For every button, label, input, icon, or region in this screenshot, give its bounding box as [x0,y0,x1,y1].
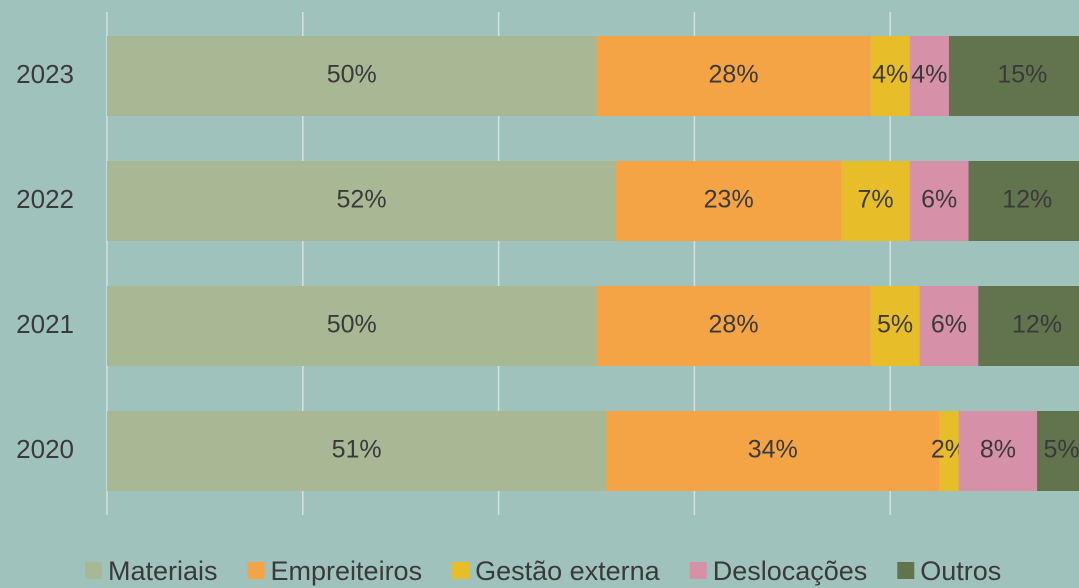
bar-segment [870,286,920,366]
bar-segment [978,286,1079,366]
bar-segment [107,161,617,241]
value-label: 51% [332,436,382,464]
y-tick-label: 2020 [16,434,74,464]
y-tick-label: 2022 [16,184,74,214]
bar-segment [870,36,910,116]
bar-segment [596,36,871,116]
bar-segment [596,286,871,366]
legend-swatch [689,562,707,579]
value-label: 50% [327,311,377,339]
value-label: 34% [748,436,798,464]
bar-segment [841,161,910,241]
bar-segment [606,411,940,491]
legend-swatch [247,562,265,579]
value-label: 28% [709,61,759,89]
value-label: 12% [1002,186,1052,214]
legend-swatch [85,562,102,579]
bar-segment [919,286,979,366]
y-tick-label: 2023 [16,59,74,89]
bar-segment [616,161,842,241]
value-label: 6% [921,186,957,214]
legend-label: Materiais [108,556,218,586]
value-label: 52% [337,186,387,214]
bar-segment [958,411,1038,491]
bar-segment [107,286,597,366]
legend-label: Outros [920,556,1001,586]
value-label: 5% [1043,436,1079,464]
value-label: 15% [997,61,1047,89]
legend-label: Deslocações [713,556,868,586]
value-label: 6% [931,311,967,339]
bar-segment [948,36,1079,116]
value-label: 4% [911,61,947,89]
legend-swatch [452,562,470,579]
value-label: 4% [872,61,908,89]
bar-segment [107,411,607,491]
value-label: 12% [1012,311,1062,339]
bar-segment [968,161,1079,241]
bar-segment [939,411,959,491]
value-label: 7% [857,186,893,214]
bar-segment [909,161,969,241]
legend-label: Empreiteiros [271,556,423,586]
value-label: 50% [327,61,377,89]
bar-segment [1037,411,1079,491]
value-label: 5% [877,311,913,339]
value-label: 23% [704,186,754,214]
y-tick-label: 2021 [16,309,74,339]
legend-swatch [897,562,915,579]
bar-segment [107,36,597,116]
value-label: 8% [980,436,1016,464]
legend-label: Gestão externa [475,556,661,586]
bar-segment [909,36,949,116]
value-label: 28% [709,311,759,339]
